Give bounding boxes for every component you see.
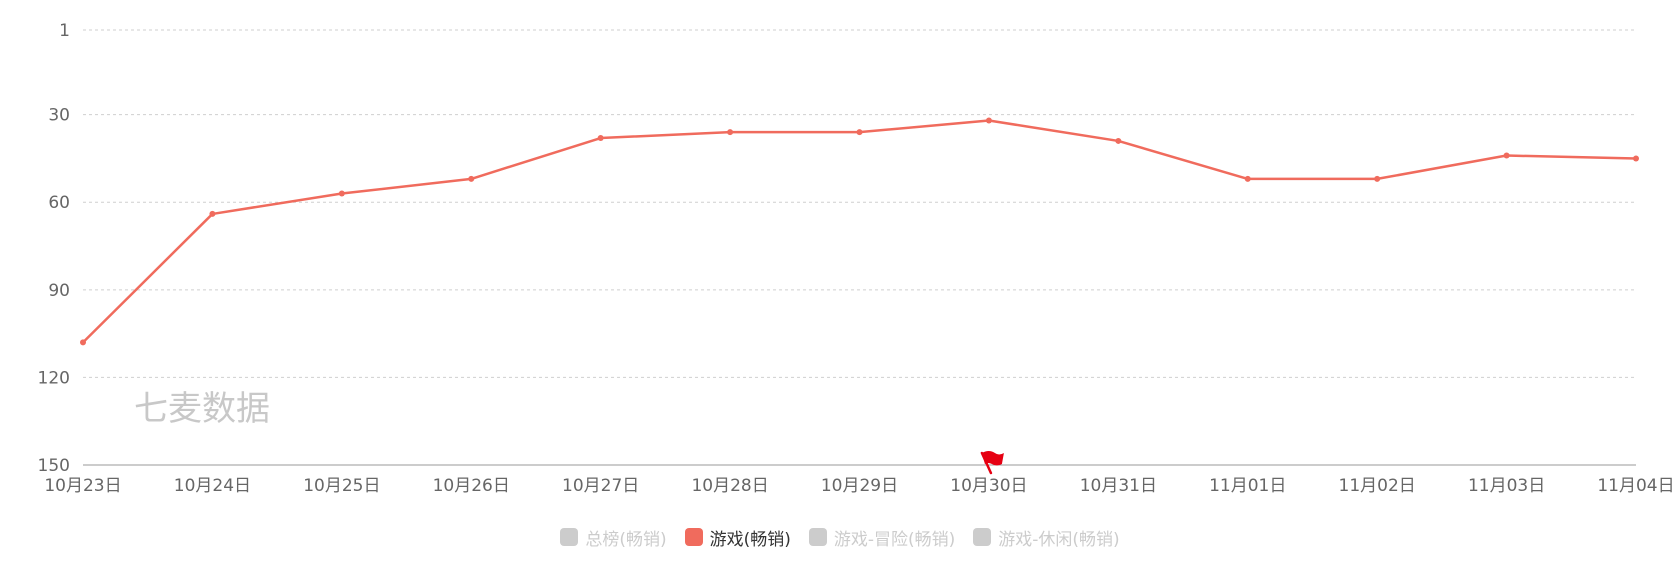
x-tick-label: 10月31日 xyxy=(1080,476,1157,496)
x-tick-label: 10月29日 xyxy=(821,476,898,496)
watermark: 七麦数据 xyxy=(134,389,270,429)
y-tick-label: 30 xyxy=(48,106,70,126)
legend-label: 游戏-冒险(畅销) xyxy=(833,529,956,550)
legend-label: 总榜(畅销) xyxy=(585,529,667,550)
flag-icon[interactable] xyxy=(980,451,1004,475)
x-axis: 10月23日 10月24日 10月25日 10月26日 10月27日 10月28日 10月2… xyxy=(44,476,1674,496)
legend-item-total[interactable]: 总榜(畅销) xyxy=(560,525,667,550)
data-point[interactable] xyxy=(1115,137,1122,144)
data-point[interactable] xyxy=(1244,175,1251,182)
legend-swatch xyxy=(684,528,703,546)
x-tick-label: 10月26日 xyxy=(433,476,510,496)
x-tick-label: 11月04日 xyxy=(1597,476,1674,496)
x-tick-label: 11月03日 xyxy=(1468,476,1545,496)
legend-item-adventure[interactable]: 游戏-冒险(畅销) xyxy=(808,525,956,550)
data-point[interactable] xyxy=(856,129,863,136)
x-tick-label: 11月02日 xyxy=(1339,476,1416,496)
x-tick-label: 10月30日 xyxy=(950,476,1027,496)
legend-label: 游戏-休闲(畅销) xyxy=(998,529,1120,550)
series-line xyxy=(82,119,1637,344)
legend-swatch xyxy=(560,528,579,546)
y-tick-label: 120 xyxy=(38,368,70,388)
data-point[interactable] xyxy=(1374,175,1381,182)
y-tick-label: 150 xyxy=(38,456,70,476)
y-tick-label: 90 xyxy=(48,281,70,301)
y-tick-label: 60 xyxy=(48,193,70,213)
data-point[interactable] xyxy=(597,135,604,142)
flag-cloth xyxy=(981,451,1004,466)
legend: 总榜(畅销) 游戏(畅销) 游戏-冒险(畅销) 游戏-休闲(畅销) xyxy=(0,522,1680,552)
data-point[interactable] xyxy=(209,210,216,217)
legend-swatch xyxy=(973,528,992,546)
legend-label: 游戏(畅销) xyxy=(709,529,791,550)
data-point[interactable] xyxy=(1503,152,1510,159)
legend-item-casual[interactable]: 游戏-休闲(畅销) xyxy=(973,525,1120,550)
grid-lines xyxy=(83,29,1636,378)
data-point[interactable] xyxy=(80,339,86,346)
data-point[interactable] xyxy=(338,190,345,197)
legend-item-games[interactable]: 游戏(畅销) xyxy=(684,525,791,550)
y-tick-label: 1 xyxy=(59,21,70,41)
x-tick-label: 10月23日 xyxy=(44,476,121,496)
data-point[interactable] xyxy=(468,175,475,182)
x-tick-label: 10月27日 xyxy=(562,476,639,496)
legend-swatch xyxy=(808,528,827,546)
x-tick-label: 10月28日 xyxy=(691,476,768,496)
data-point[interactable] xyxy=(727,129,734,136)
x-tick-label: 10月25日 xyxy=(303,476,380,496)
y-axis: 1 30 60 90 120 150 xyxy=(38,21,70,476)
data-point[interactable] xyxy=(985,117,992,124)
x-tick-label: 10月24日 xyxy=(174,476,251,496)
series-group xyxy=(80,117,1639,346)
x-tick-label: 11月01日 xyxy=(1209,476,1286,496)
data-point[interactable] xyxy=(1633,155,1639,162)
